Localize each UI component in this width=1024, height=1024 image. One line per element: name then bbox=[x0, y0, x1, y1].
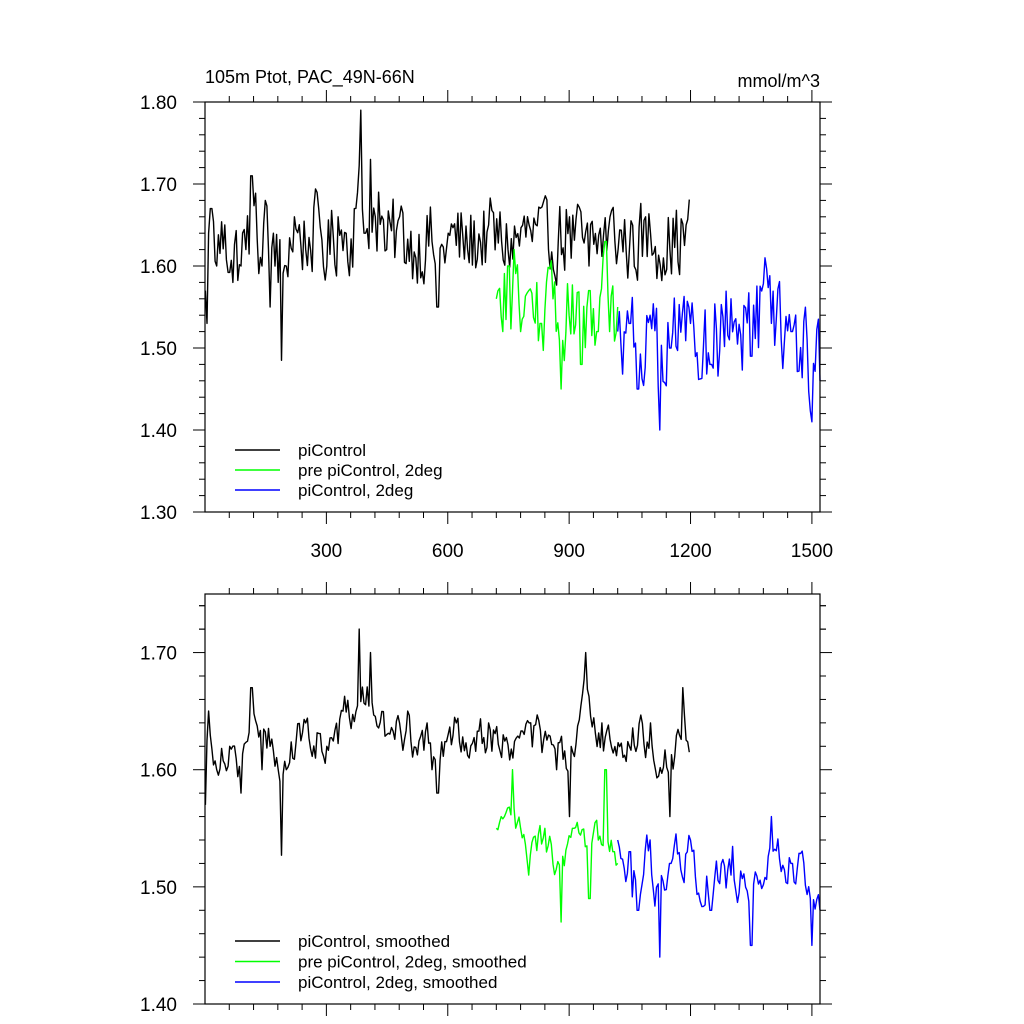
units-label: mmol/m^3 bbox=[738, 71, 820, 91]
x-tick-label: 900 bbox=[553, 541, 585, 562]
x-tick-label: 300 bbox=[311, 541, 343, 562]
series-line-picontrol-2deg-smoothed bbox=[617, 815, 821, 958]
bottom-panel: 1.40 1.50 1.60 1.70 piControl, smoothed pre … bbox=[140, 582, 832, 1016]
top-axis-ticks: 1.30 1.40 1.50 1.60 1.70 1.80 300 600 900 1200 150… bbox=[140, 90, 833, 562]
series-line-picontrol bbox=[204, 109, 690, 361]
y-tick-label: 1.60 bbox=[140, 761, 177, 782]
legend-label: pre piControl, 2deg bbox=[298, 461, 443, 480]
x-tick-label: 600 bbox=[432, 541, 464, 562]
bottom-axis-ticks: 1.40 1.50 1.60 1.70 bbox=[140, 582, 832, 1016]
legend-label: piControl bbox=[298, 441, 366, 460]
y-tick-label: 1.70 bbox=[140, 644, 177, 665]
series-line-picontrol-2deg bbox=[617, 257, 821, 431]
top-plot-frame bbox=[204, 101, 821, 513]
legend-label: pre piControl, 2deg, smoothed bbox=[298, 953, 527, 972]
series-line-pre-picontrol-2deg bbox=[495, 240, 619, 390]
y-tick-label: 1.40 bbox=[140, 421, 177, 442]
legend-label: piControl, 2deg, smoothed bbox=[298, 973, 497, 992]
x-tick-label: 1500 bbox=[791, 541, 833, 562]
bottom-plot-frame bbox=[204, 593, 821, 1005]
y-tick-label: 1.70 bbox=[140, 175, 177, 196]
legend-label: piControl, smoothed bbox=[298, 932, 450, 951]
top-series bbox=[204, 109, 821, 431]
y-tick-label: 1.50 bbox=[140, 339, 177, 360]
top-panel: 105m Ptot, PAC_49N-66N mmol/m^3 1.30 1.40… bbox=[140, 67, 833, 562]
series-line-pre-picontrol-2deg-smoothed bbox=[495, 769, 619, 923]
legend-label: piControl, 2deg bbox=[298, 481, 413, 500]
bottom-series bbox=[204, 628, 821, 958]
y-tick-label: 1.50 bbox=[140, 878, 177, 899]
y-tick-label: 1.60 bbox=[140, 257, 177, 278]
y-tick-label: 1.80 bbox=[140, 93, 177, 114]
chart-title: 105m Ptot, PAC_49N-66N bbox=[205, 67, 415, 88]
bottom-legend: piControl, smoothed pre piControl, 2deg, … bbox=[235, 932, 527, 992]
series-line-picontrol-smoothed bbox=[204, 628, 690, 856]
y-tick-label: 1.30 bbox=[140, 503, 177, 524]
x-tick-label: 1200 bbox=[669, 541, 711, 562]
y-tick-label: 1.40 bbox=[140, 995, 177, 1016]
